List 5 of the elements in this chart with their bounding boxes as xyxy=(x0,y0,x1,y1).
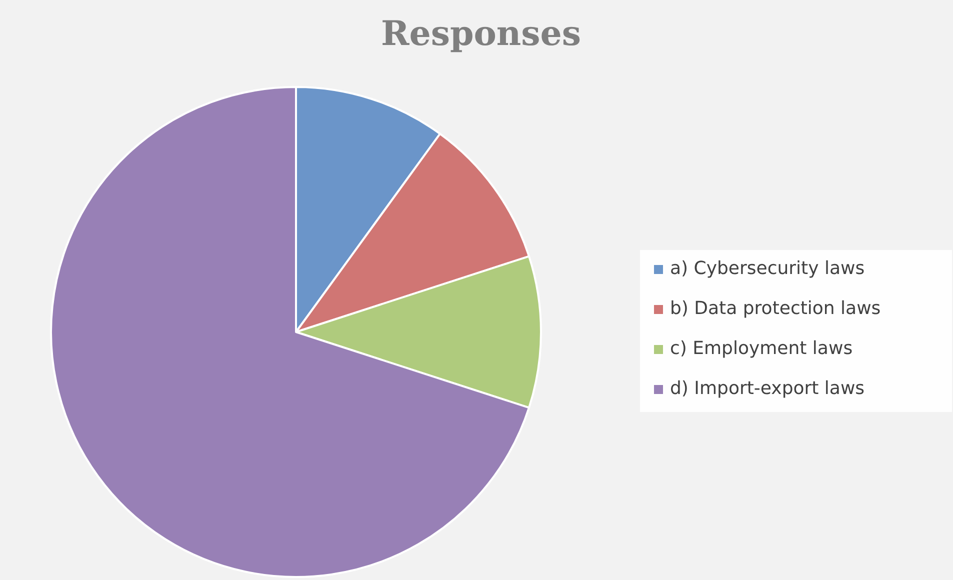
legend-label: b) Data protection laws xyxy=(670,298,881,319)
legend-label: d) Import-export laws xyxy=(670,378,865,399)
legend-label: c) Employment laws xyxy=(670,338,853,359)
legend-label: a) Cybersecurity laws xyxy=(670,258,865,279)
chart-title: Responses xyxy=(380,14,582,54)
